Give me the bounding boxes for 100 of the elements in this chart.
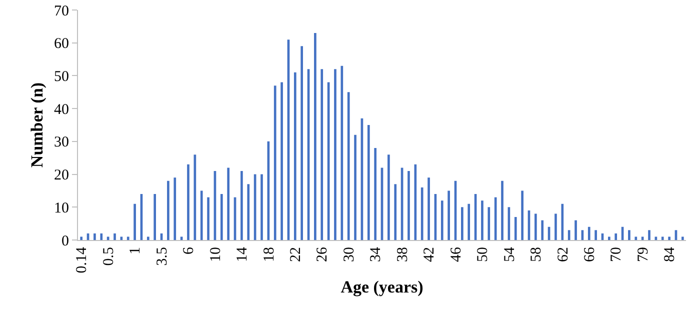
x-tick-label: 6: [181, 246, 198, 254]
bar: [227, 168, 230, 240]
bar: [120, 236, 123, 240]
bar: [106, 236, 110, 240]
x-tick-label: 10: [208, 247, 224, 262]
bar: [561, 204, 564, 240]
bar: [154, 194, 156, 240]
bar: [354, 134, 356, 240]
bar: [614, 233, 618, 240]
x-axis-title: Age (years): [340, 278, 424, 297]
x-tick-label: 22: [288, 247, 304, 262]
bar: [94, 233, 96, 240]
x-tick-label: 34: [368, 246, 384, 262]
x-tick-label: 30: [341, 247, 358, 262]
bar: [608, 236, 610, 240]
y-tick-label: 50: [54, 68, 69, 85]
y-tick-label: 0: [62, 233, 69, 250]
bar: [541, 220, 544, 240]
x-tick-label: 0.5: [100, 247, 117, 266]
bar: [668, 236, 670, 240]
bar: [260, 174, 263, 240]
bar: [534, 214, 537, 240]
bar: [420, 187, 424, 240]
bar: [340, 66, 344, 240]
bar: [521, 190, 524, 240]
bar: [100, 233, 103, 240]
bar: [428, 178, 430, 240]
bar: [114, 233, 116, 240]
x-tick-label: 18: [261, 247, 278, 262]
x-tick-label: 0.14: [74, 246, 90, 274]
bar: [374, 148, 376, 240]
x-tick-label: 14: [234, 246, 251, 262]
x-tick-label: 50: [475, 247, 492, 262]
bar: [80, 236, 83, 240]
bar: [314, 33, 316, 240]
x-tick-label: 54: [502, 246, 518, 262]
bar: [494, 197, 497, 240]
x-tick-label: 38: [394, 247, 411, 262]
bar: [481, 200, 484, 240]
y-tick-label: 60: [54, 36, 69, 52]
bar: [134, 204, 136, 240]
bar: [388, 154, 390, 240]
x-tick-label: 3.5: [154, 247, 170, 266]
x-tick-label: 1: [128, 247, 144, 254]
bar: [594, 230, 597, 240]
bar: [200, 190, 203, 240]
y-tick-label: 40: [54, 102, 69, 118]
x-tick-label: 66: [582, 246, 598, 262]
bar: [334, 69, 336, 240]
bar: [568, 230, 570, 240]
x-tick-label: 42: [422, 247, 438, 262]
bar: [207, 197, 210, 240]
bar: [146, 236, 150, 240]
bar: [574, 220, 577, 240]
bar: [187, 164, 190, 240]
y-axis-title: Number (n): [28, 82, 47, 168]
bar: [634, 236, 638, 240]
bar: [588, 226, 590, 240]
bar: [294, 72, 296, 240]
x-tick-label: 70: [608, 247, 625, 262]
bar: [126, 236, 130, 240]
bar: [320, 69, 324, 240]
bar: [448, 190, 450, 240]
bar: [394, 184, 397, 240]
x-tick-label: 62: [555, 247, 572, 262]
bar: [367, 125, 370, 240]
bar: [247, 184, 250, 240]
bar: [514, 217, 517, 240]
y-tick-label: 20: [54, 168, 69, 184]
x-tick-label: 26: [314, 246, 331, 262]
bar: [661, 236, 664, 240]
bar: [300, 46, 303, 240]
bar: [240, 171, 243, 240]
bar: [280, 82, 283, 240]
bar: [654, 236, 658, 240]
bar: [414, 164, 417, 240]
bar: [167, 180, 170, 240]
bar: [501, 180, 504, 240]
x-tick-label: 58: [528, 247, 545, 262]
x-tick-label: 84: [662, 246, 678, 262]
bar: [461, 207, 464, 240]
bar: [440, 200, 444, 240]
x-tick-label: 46: [448, 246, 464, 262]
bar: [628, 230, 630, 240]
bar: [648, 230, 650, 240]
y-tick-label: 30: [54, 134, 69, 151]
bar: [180, 236, 183, 240]
bar: [408, 171, 410, 240]
bar: [174, 178, 176, 240]
bar: [488, 207, 490, 240]
bar: [641, 236, 644, 240]
bar: [468, 204, 470, 240]
x-tick-label: 79: [635, 247, 652, 262]
bar: [554, 214, 557, 240]
y-tick-label: 10: [54, 200, 69, 216]
bar: [681, 236, 684, 240]
y-tick-label: 70: [54, 3, 69, 20]
bar: [347, 92, 350, 240]
bar: [274, 86, 276, 240]
bar: [220, 194, 223, 240]
